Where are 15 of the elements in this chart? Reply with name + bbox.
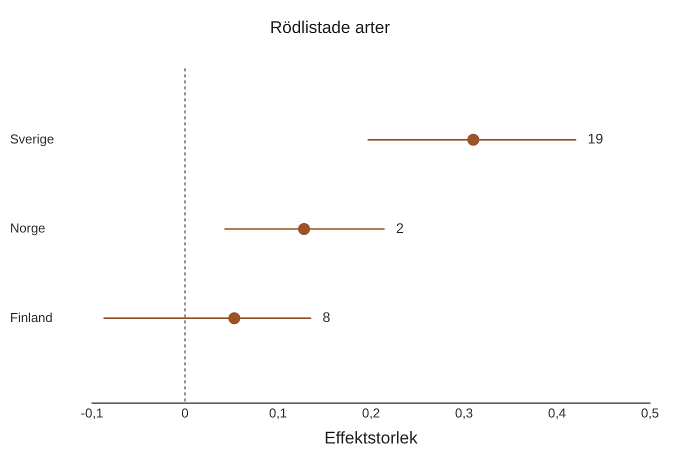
y-tick-label: Sverige xyxy=(10,131,54,146)
chart-title: Rödlistade arter xyxy=(270,18,390,37)
y-tick-label: Finland xyxy=(10,310,53,325)
x-tick-label: 0,3 xyxy=(454,405,474,420)
x-tick-label: 0,4 xyxy=(548,405,566,420)
x-tick-label: -0,1 xyxy=(80,405,104,420)
annotation: 19 xyxy=(588,130,604,147)
annotation: 8 xyxy=(322,309,331,326)
y-tick-label: Norge xyxy=(10,220,46,236)
x-tick-label: 0,2 xyxy=(362,405,380,420)
x-axis-title: Effektstorlek xyxy=(324,428,418,448)
x-tick-label: 0,5 xyxy=(640,405,660,420)
annotation: 2 xyxy=(396,220,404,236)
x-tick-label: 0 xyxy=(181,405,189,420)
x-tick-label: 0,1 xyxy=(268,405,288,420)
